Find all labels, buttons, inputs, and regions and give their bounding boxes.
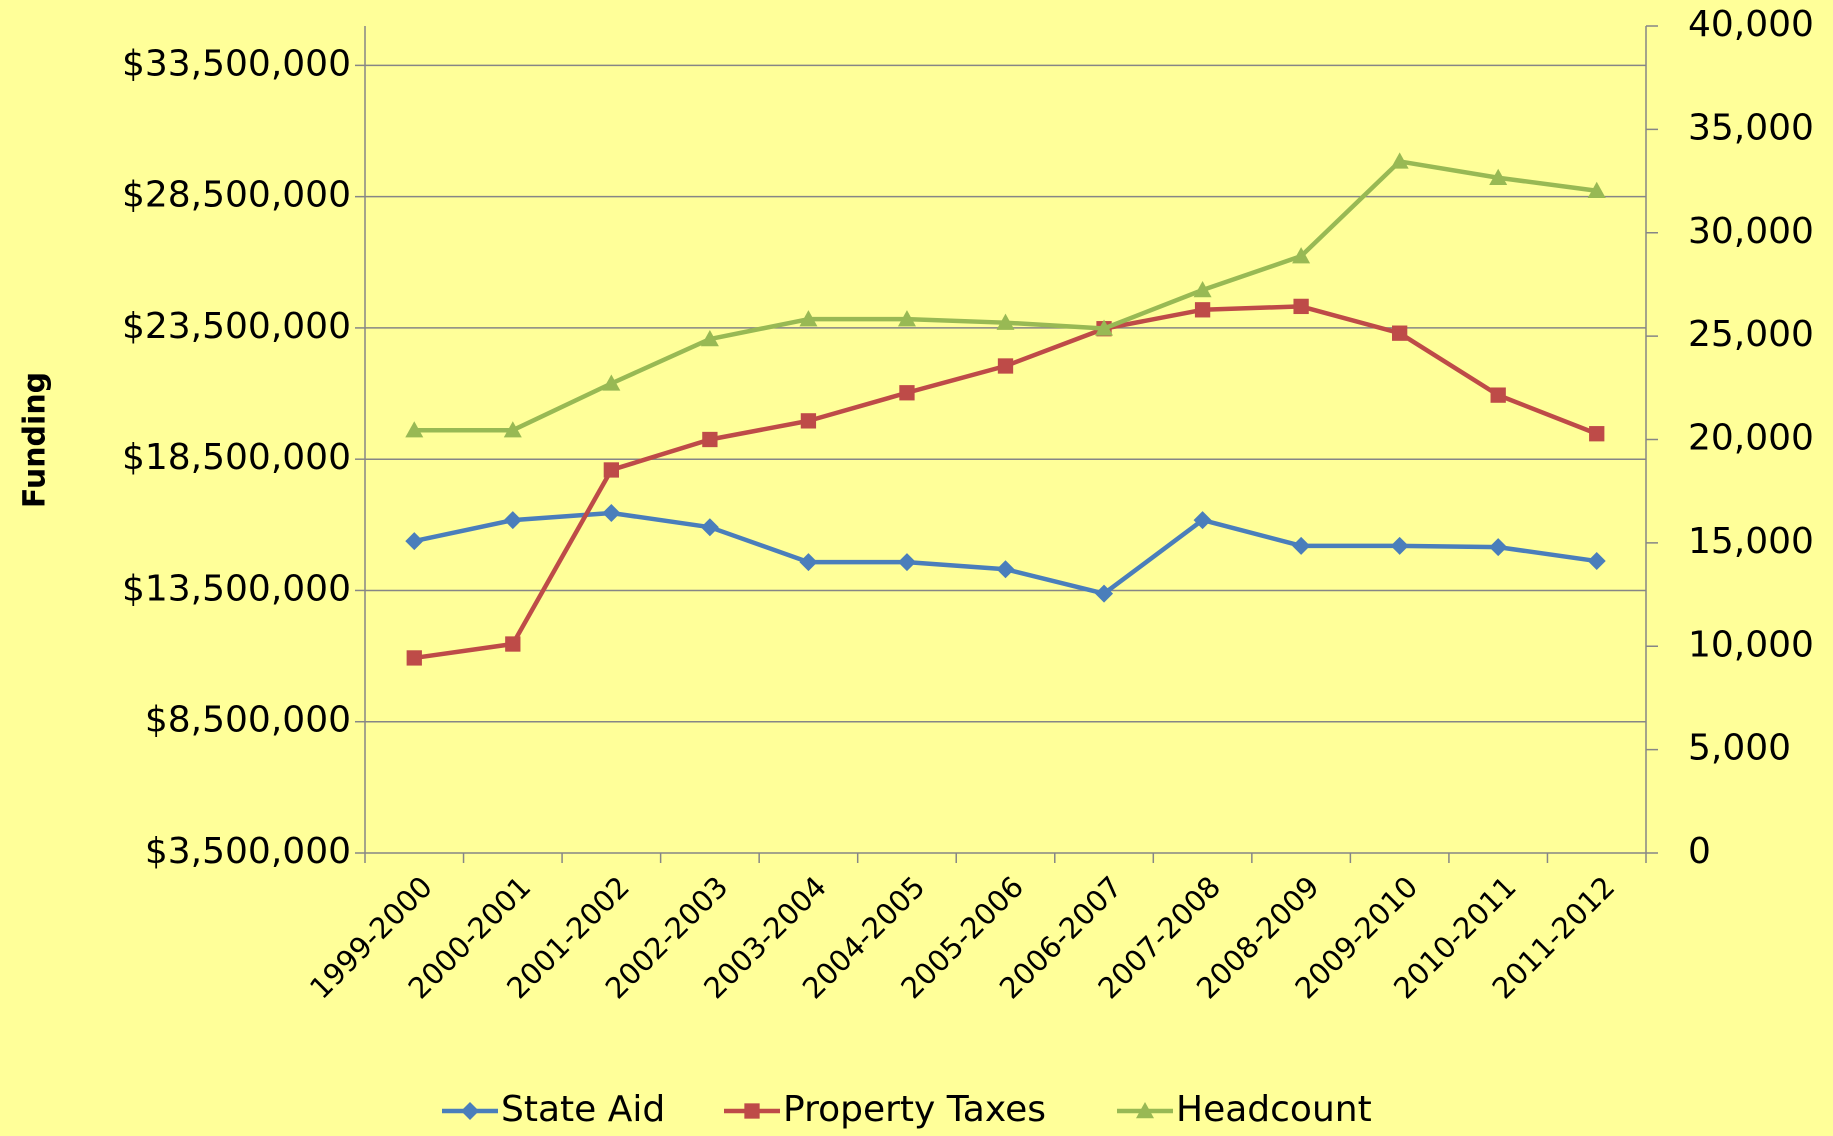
marker	[700, 330, 719, 347]
y2-tick-label: 15,000	[1688, 521, 1814, 562]
y-tick-label: $13,500,000	[122, 568, 351, 609]
marker	[503, 511, 522, 530]
y-tick-label: $23,500,000	[122, 306, 351, 347]
marker	[1292, 247, 1311, 264]
marker	[1292, 536, 1311, 555]
marker	[505, 636, 521, 652]
marker	[503, 421, 522, 438]
y2-tick-label: 30,000	[1688, 211, 1814, 252]
marker	[1489, 168, 1508, 185]
marker	[1193, 281, 1212, 298]
marker	[1489, 538, 1508, 557]
marker	[1490, 387, 1506, 403]
marker	[700, 518, 719, 537]
marker	[1390, 152, 1409, 169]
marker	[1193, 511, 1212, 530]
marker	[997, 358, 1014, 374]
marker	[799, 310, 818, 327]
marker	[405, 421, 424, 438]
legend-label: Property Taxes	[783, 1089, 1046, 1130]
legend-label: Headcount	[1176, 1089, 1372, 1130]
marker	[602, 374, 621, 391]
y2-tick-label: 0	[1688, 831, 1711, 872]
marker	[1587, 181, 1606, 198]
marker	[702, 431, 718, 448]
marker	[996, 560, 1015, 579]
marker	[1136, 1102, 1154, 1119]
marker	[603, 462, 619, 478]
legend-label: State Aid	[501, 1089, 665, 1130]
marker	[897, 310, 916, 327]
marker	[1587, 552, 1606, 571]
y-tick-label: $33,500,000	[122, 43, 351, 84]
y-tick-label: $18,500,000	[122, 437, 351, 478]
marker	[1392, 325, 1408, 341]
y2-tick-label: 40,000	[1688, 4, 1814, 45]
y-tick-label: $3,500,000	[145, 831, 351, 872]
marker	[744, 1103, 760, 1119]
marker	[899, 385, 915, 401]
marker	[1095, 584, 1114, 603]
marker	[405, 532, 424, 551]
y2-tick-label: 35,000	[1688, 107, 1814, 148]
marker	[1589, 426, 1605, 442]
marker	[1095, 319, 1114, 336]
y2-tick-label: 10,000	[1688, 624, 1814, 665]
marker	[602, 504, 621, 523]
marker	[1293, 298, 1309, 315]
y-tick-label: $8,500,000	[145, 700, 351, 741]
marker	[799, 553, 818, 572]
y2-tick-label: 25,000	[1688, 314, 1814, 355]
marker	[800, 413, 817, 429]
marker	[996, 313, 1015, 330]
y2-tick-label: 5,000	[1688, 728, 1791, 769]
marker	[1194, 302, 1211, 318]
marker	[461, 1102, 479, 1120]
marker	[1390, 536, 1409, 555]
y-tick-label: $28,500,000	[122, 175, 351, 216]
marker	[406, 650, 422, 666]
y2-tick-label: 20,000	[1688, 418, 1814, 459]
y-axis-label: Funding	[18, 372, 53, 508]
marker	[897, 553, 916, 572]
